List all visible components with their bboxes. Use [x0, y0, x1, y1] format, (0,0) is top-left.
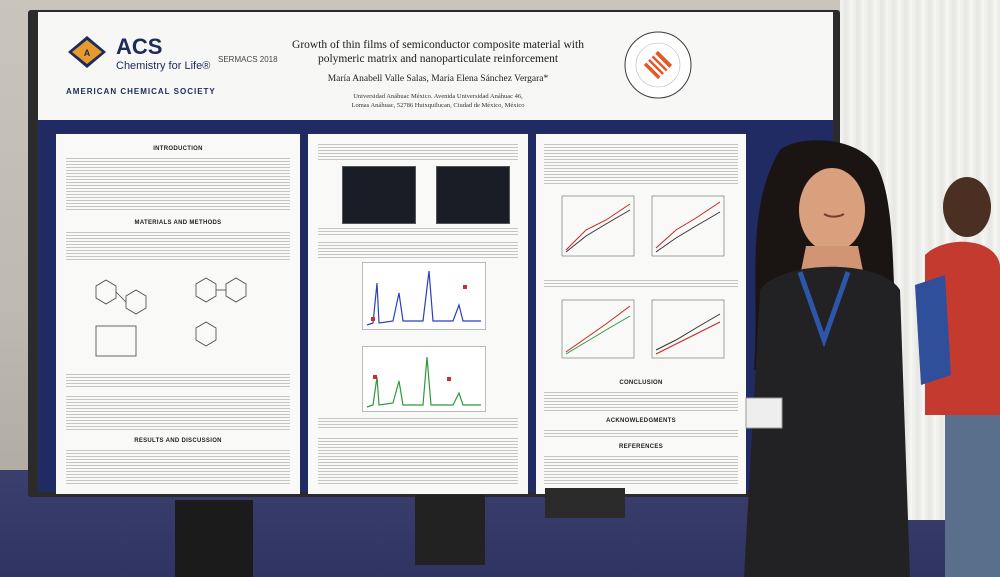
- sem-image-b: [436, 166, 510, 224]
- meeting-logo: SERMACS 2018: [218, 55, 278, 64]
- chemical-structures-figure: [95, 277, 247, 357]
- name-badge: [745, 397, 783, 429]
- column-3-body-text: [544, 144, 738, 184]
- section-conclusion: CONCLUSION: [619, 380, 663, 386]
- figure-caption-3: [318, 418, 518, 430]
- poster-column-1: INTRODUCTION MATERIALS AND METHODS RESUL…: [56, 134, 300, 494]
- materials-body-text: [66, 232, 290, 260]
- column-2-intro-text: [318, 144, 518, 162]
- research-poster: A ACS Chemistry for Life® AMERICAN CHEMI…: [38, 12, 833, 494]
- acs-wordmark: ACS: [116, 34, 163, 59]
- conclusion-body-text: [544, 392, 738, 412]
- poster-header: A ACS Chemistry for Life® AMERICAN CHEMI…: [38, 12, 833, 120]
- methods-body-text: [66, 396, 290, 430]
- section-materials: MATERIALS AND METHODS: [134, 220, 222, 226]
- poster-column-3: CONCLUSION ACKNOWLEDGMENTS REFERENCES: [536, 134, 746, 494]
- intro-body-text: [66, 158, 290, 210]
- eds-body-text: [318, 242, 518, 260]
- person-legs-left: [175, 500, 253, 577]
- acs-society-label: AMERICAN CHEMICAL SOCIETY: [66, 87, 216, 96]
- acs-tagline: Chemistry for Life®: [116, 60, 211, 72]
- acknowledgements-text: [544, 430, 738, 438]
- figure-caption-1: [66, 374, 290, 388]
- person-legs-right: [545, 488, 625, 518]
- results-body-text: [66, 450, 290, 484]
- section-references: REFERENCES: [618, 444, 663, 450]
- poster-affiliation: Universidad Anáhuac México. Avenida Univ…: [268, 92, 608, 110]
- poster-authors: María Anabell Valle Salas, María Elena S…: [327, 74, 549, 84]
- figure-caption-2: [318, 228, 518, 236]
- affiliation-line-2: Lomas Anáhuac, 52786 Huixquilucan, Ciuda…: [351, 102, 525, 109]
- poster-title: Growth of thin films of semiconductor co…: [292, 39, 584, 65]
- acs-logo-icon: A: [68, 36, 106, 68]
- iv-curves-bottom: [561, 299, 725, 359]
- poster-column-2: [308, 134, 528, 494]
- sem-image-a: [342, 166, 416, 224]
- eds-spectrum-2: [362, 346, 486, 412]
- affiliation-line-1: Universidad Anáhuac México. Avenida Univ…: [353, 93, 523, 100]
- eds-spectrum-1: [362, 262, 486, 330]
- university-seal-icon: [624, 31, 692, 99]
- figure-caption-4: [544, 280, 738, 288]
- discussion-body-text: [318, 438, 518, 484]
- attendee-man: [915, 177, 1000, 577]
- presenter-woman: [744, 140, 910, 577]
- person-legs-center: [415, 495, 485, 565]
- references-list: [544, 456, 738, 486]
- iv-curves-top: [561, 195, 725, 257]
- section-introduction: INTRODUCTION: [153, 146, 203, 152]
- svg-text:A: A: [84, 48, 91, 58]
- section-results: RESULTS AND DISCUSSION: [134, 438, 222, 444]
- section-acknowledgements: ACKNOWLEDGMENTS: [606, 418, 676, 424]
